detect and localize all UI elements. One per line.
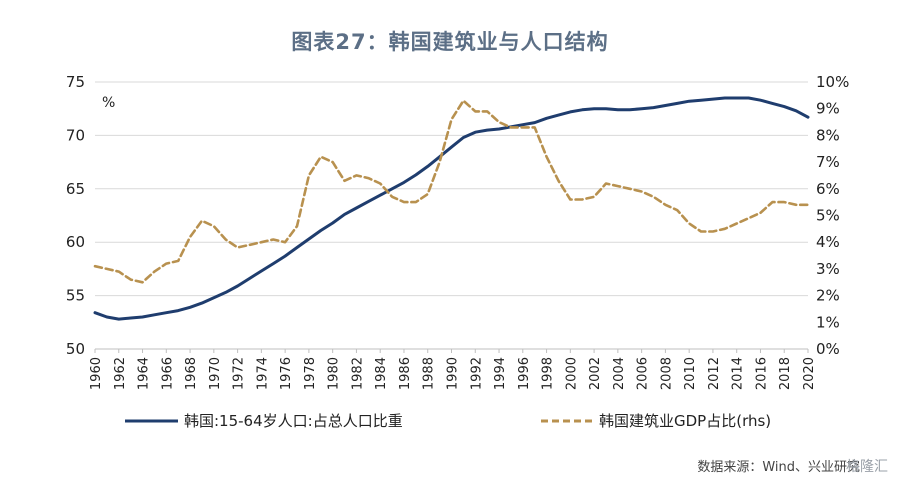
x-tick-label: 2014 xyxy=(731,357,746,390)
y-right-tick-label: 3% xyxy=(816,260,840,278)
x-tick-label: 2020 xyxy=(802,357,817,390)
watermark: 格隆汇 xyxy=(846,459,888,475)
x-tick-label: 1994 xyxy=(493,357,508,390)
legend-label-population: 韩国:15-64岁人口:占总人口比重 xyxy=(184,412,403,430)
x-tick-label: 2010 xyxy=(683,357,698,390)
y-right-tick-label: 4% xyxy=(816,233,840,251)
y-right-tick-label: 0% xyxy=(816,340,840,358)
x-tick-label: 1998 xyxy=(541,357,556,390)
y-unit-label: % xyxy=(102,95,115,111)
x-tick-label: 2004 xyxy=(612,357,627,390)
x-tick-label: 2018 xyxy=(778,357,793,390)
y-axis-left: 50 55 60 65 70 75 xyxy=(66,73,85,358)
y-right-tick-label: 5% xyxy=(816,207,840,225)
series-layer xyxy=(93,96,810,321)
y-left-tick-label: 70 xyxy=(66,126,85,144)
x-tick-label: 1978 xyxy=(303,357,318,390)
x-tick-label: 2006 xyxy=(636,357,651,390)
x-tick-label: 1966 xyxy=(160,357,175,390)
x-tick-label: 1972 xyxy=(232,357,247,390)
x-tick-label: 2016 xyxy=(754,357,769,390)
x-tick-label: 1962 xyxy=(113,357,128,390)
x-tick-label: 1960 xyxy=(89,357,104,390)
grid xyxy=(95,81,808,297)
y-left-tick-label: 55 xyxy=(66,287,85,305)
x-tick-label: 1990 xyxy=(446,357,461,390)
y-right-tick-label: 9% xyxy=(816,100,840,118)
y-left-tick-label: 60 xyxy=(66,233,85,251)
x-tick-label: 2002 xyxy=(588,357,603,390)
y-right-tick-label: 7% xyxy=(816,153,840,171)
x-tick-label: 1980 xyxy=(327,357,342,390)
series-line-population xyxy=(93,96,810,321)
y-right-tick-label: 2% xyxy=(816,287,840,305)
x-tick-label: 2000 xyxy=(564,357,579,390)
y-left-tick-label: 75 xyxy=(66,73,85,91)
x-tick-label: 1992 xyxy=(469,357,484,390)
y-right-tick-label: 6% xyxy=(816,180,840,198)
x-axis: 1960 1962 1964 1966 1968 1970 1972 1974 1976 1978… xyxy=(89,348,817,390)
y-left-tick-label: 65 xyxy=(66,180,85,198)
x-tick-label: 1974 xyxy=(255,357,270,390)
source-note: 数据来源：Wind、兴业研究 xyxy=(697,460,860,475)
legend: 韩国:15-64岁人口:占总人口比重 韩国建筑业GDP占比(rhs) xyxy=(125,412,771,430)
x-tick-label: 1996 xyxy=(517,357,532,390)
x-tick-label: 1984 xyxy=(374,357,389,390)
y-right-tick-label: 8% xyxy=(816,126,840,144)
x-tick-label: 1982 xyxy=(350,357,365,390)
x-tick-label: 1976 xyxy=(279,357,294,390)
y-right-tick-label: 1% xyxy=(816,313,840,331)
x-tick-label: 1988 xyxy=(422,357,437,390)
y-left-tick-label: 50 xyxy=(66,340,85,358)
legend-label-construction: 韩国建筑业GDP占比(rhs) xyxy=(599,412,771,430)
series-line-construction xyxy=(93,99,810,284)
x-tick-label: 2008 xyxy=(659,357,674,390)
x-tick-label: 1964 xyxy=(137,357,152,390)
x-tick-label: 1970 xyxy=(208,357,223,390)
x-tick-label: 2012 xyxy=(707,357,722,390)
x-tick-label: 1968 xyxy=(184,357,199,390)
y-axis-right: 0% 1% 2% 3% 4% 5% 6% 7% 8% 9% 10% xyxy=(816,73,849,358)
x-tick-label: 1986 xyxy=(398,357,413,390)
chart-title: 图表27：韩国建筑业与人口结构 xyxy=(291,30,609,54)
y-right-tick-label: 10% xyxy=(816,73,849,91)
